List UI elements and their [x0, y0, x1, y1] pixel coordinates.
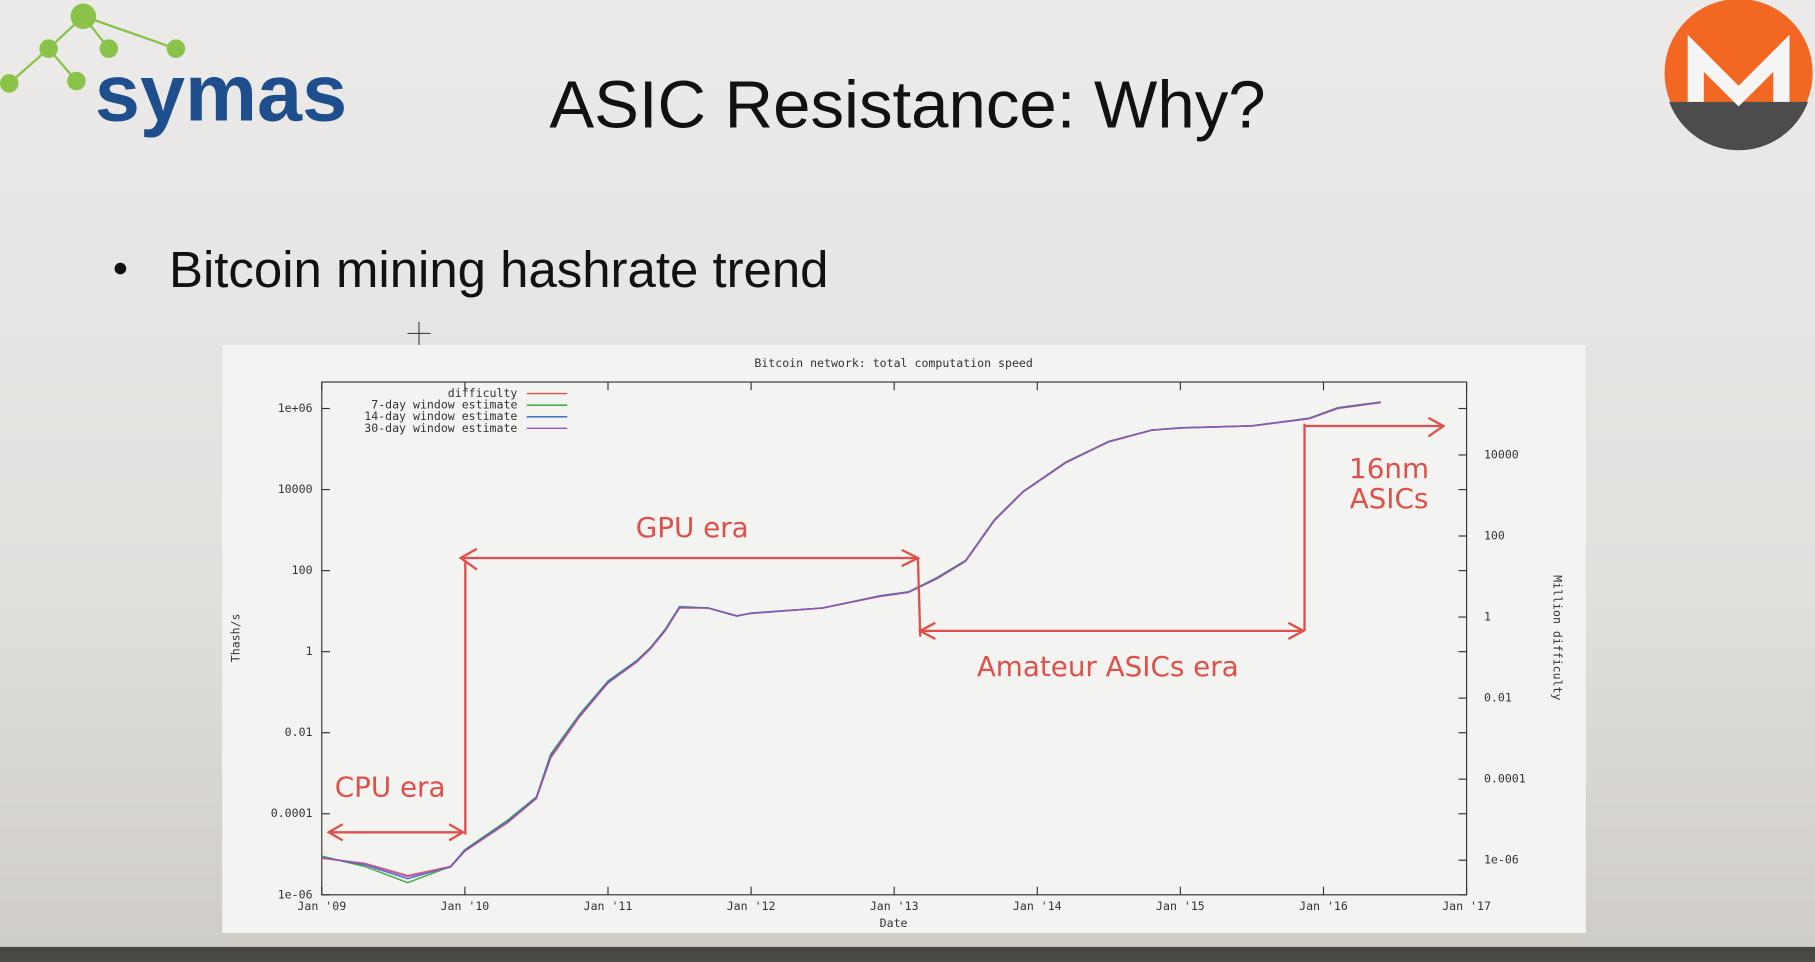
y-axis-label: Thash/s	[229, 613, 243, 662]
bullet-dot	[114, 262, 127, 275]
bullet-text: Bitcoin mining hashrate trend	[169, 241, 829, 298]
annotation: Amateur ASICs era	[977, 650, 1239, 683]
y2-tick-label: 1e-06	[1484, 853, 1519, 867]
y-tick-label: 0.01	[285, 725, 313, 739]
annotation: ASICs	[1350, 482, 1429, 515]
chart-title: Bitcoin network: total computation speed	[754, 356, 1032, 370]
bottom-bar	[0, 946, 1815, 962]
x-tick-label: Jan '10	[441, 899, 490, 913]
chart-panel	[222, 344, 1586, 934]
x-tick-label: Jan '15	[1156, 899, 1205, 913]
x-tick-label: Jan '11	[584, 899, 633, 913]
y2-tick-label: 100	[1484, 528, 1505, 542]
y2-tick-label: 0.01	[1484, 691, 1512, 705]
series-line	[321, 401, 1381, 878]
era-arrows	[326, 416, 1446, 842]
y-tick-label: 1	[306, 644, 313, 658]
legend-label: difficulty	[448, 386, 518, 400]
x-tick-label: Jan '12	[727, 899, 776, 913]
legend-label: 7-day window estimate	[371, 398, 517, 412]
cursor	[407, 321, 431, 345]
x-tick-label: Jan '09	[297, 899, 346, 913]
y2-tick-label: 1	[1484, 610, 1491, 624]
annotation: GPU era	[636, 511, 749, 544]
y-tick-label: 1e+06	[278, 401, 313, 415]
y-tick-label: 100	[292, 563, 313, 577]
x-tick-label: Jan '17	[1442, 899, 1491, 913]
legend-label: 30-day window estimate	[364, 421, 517, 435]
y2-tick-label: 0.0001	[1484, 772, 1526, 786]
y-tick-label: 10000	[278, 482, 313, 496]
logo-text: symas	[95, 48, 347, 138]
y2-axis-label: Million difficulty	[1550, 575, 1564, 700]
y-tick-label: 0.0001	[271, 806, 313, 820]
symas-logo	[0, 3, 186, 93]
slide-title: ASIC Resistance: Why?	[549, 67, 1265, 142]
x-tick-label: Jan '16	[1299, 899, 1348, 913]
y-tick-label: 1e-06	[278, 887, 313, 901]
annotation: CPU era	[335, 770, 446, 803]
monero-logo	[1664, 0, 1813, 151]
y2-tick-label: 10000	[1484, 447, 1519, 461]
x-tick-label: Jan '13	[870, 899, 919, 913]
legend-label: 14-day window estimate	[364, 409, 517, 423]
x-tick-label: Jan '14	[1013, 899, 1062, 913]
annotation: 16nm	[1349, 452, 1429, 485]
x-axis-label: Date	[880, 916, 908, 930]
plot: 1e-06 0.0001 0.01 1 100 10000 1e+06 1e-06 0.0001…	[271, 382, 1526, 913]
